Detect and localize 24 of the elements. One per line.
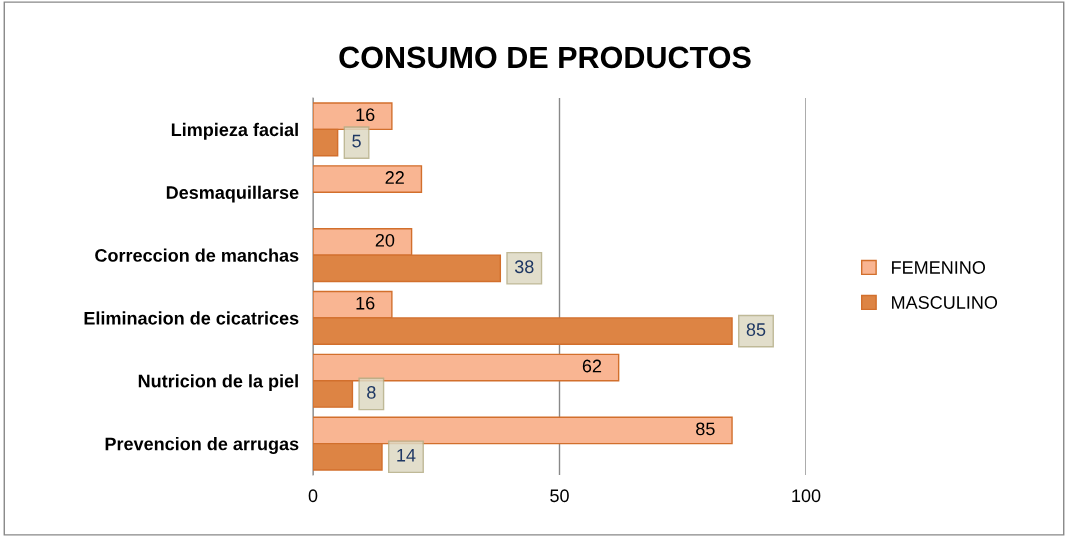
data-label: 85 bbox=[746, 323, 766, 336]
data-label: 62 bbox=[582, 359, 602, 373]
data-label: 85 bbox=[696, 422, 715, 436]
bar bbox=[313, 165, 423, 193]
chart-title: CONSUMO DE PRODUCTOS bbox=[339, 46, 751, 69]
data-label: 22 bbox=[385, 171, 404, 184]
data-label: 38 bbox=[514, 260, 534, 274]
legend-label: MASCULINO bbox=[892, 296, 998, 309]
data-label: 20 bbox=[375, 233, 395, 247]
legend-label: FEMENINO bbox=[892, 261, 986, 274]
data-label: 14 bbox=[397, 449, 416, 462]
y-tick-label: Desmaquillarse bbox=[166, 185, 299, 203]
data-label: 5 bbox=[352, 134, 361, 148]
y-tick-label: Eliminacion de cicatrices bbox=[84, 311, 299, 325]
data-label: 16 bbox=[356, 108, 375, 122]
data-label: 8 bbox=[367, 386, 376, 399]
x-tick-label: 0 bbox=[308, 489, 318, 503]
x-tick-label: 50 bbox=[550, 489, 569, 503]
y-tick-label: Limpieza facial bbox=[171, 122, 298, 140]
data-label: 16 bbox=[356, 296, 375, 310]
y-tick-label: Prevencion de arrugas bbox=[105, 437, 299, 454]
y-tick-label: Correccion de manchas bbox=[95, 248, 299, 262]
y-tick-label: Nutricion de la piel bbox=[138, 374, 298, 392]
x-tick-label: 100 bbox=[792, 489, 821, 503]
